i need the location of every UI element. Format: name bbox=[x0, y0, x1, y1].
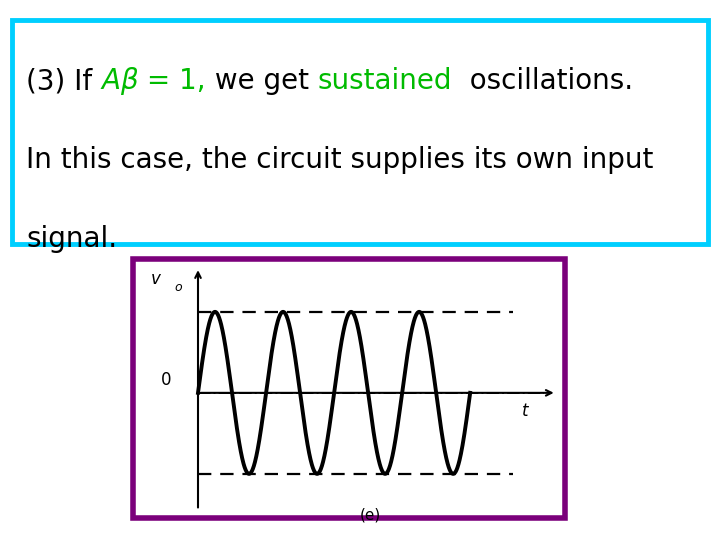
Text: (e): (e) bbox=[360, 508, 382, 523]
Text: β: β bbox=[120, 68, 138, 95]
FancyBboxPatch shape bbox=[133, 259, 565, 518]
Text: t: t bbox=[522, 402, 528, 420]
Text: = 1,: = 1, bbox=[138, 68, 206, 95]
Text: (3) If: (3) If bbox=[26, 68, 102, 95]
Text: 0: 0 bbox=[161, 371, 172, 389]
Text: v: v bbox=[150, 270, 161, 288]
Text: oscillations.: oscillations. bbox=[452, 68, 633, 95]
Text: A: A bbox=[102, 68, 120, 95]
Text: we get: we get bbox=[206, 68, 318, 95]
Text: o: o bbox=[174, 281, 182, 294]
FancyBboxPatch shape bbox=[12, 19, 708, 244]
Text: sustained: sustained bbox=[318, 68, 452, 95]
Text: signal.: signal. bbox=[26, 225, 117, 253]
Text: In this case, the circuit supplies its own input: In this case, the circuit supplies its o… bbox=[26, 146, 654, 174]
